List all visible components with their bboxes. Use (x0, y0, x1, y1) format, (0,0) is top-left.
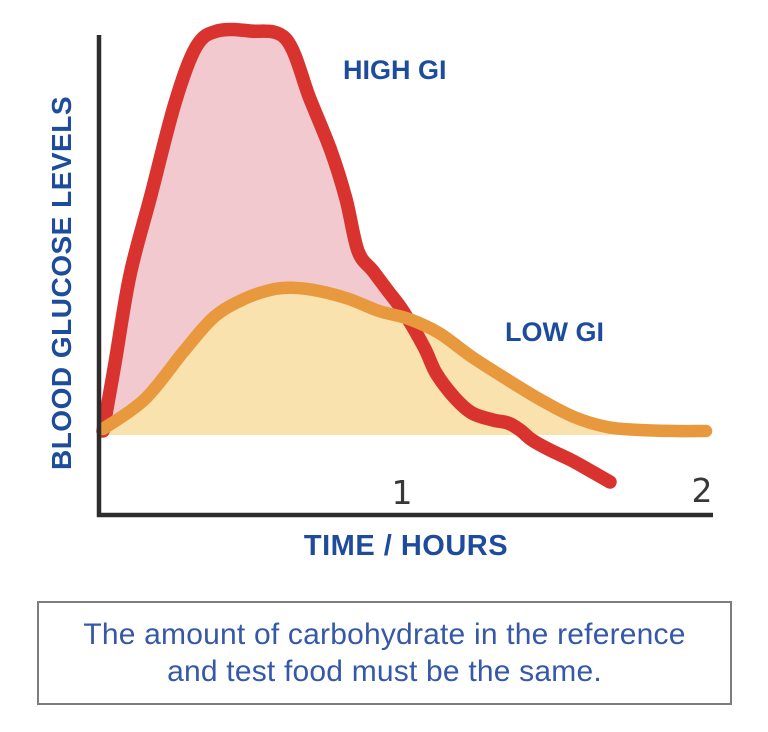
high-gi-curve (96, 22, 617, 489)
low-gi-curve (96, 281, 713, 438)
x-tick-1: 1 (391, 473, 413, 512)
y-axis-label: BLOOD GLUCOSE LEVELS (46, 95, 77, 471)
caption-line-2: and test food must be the same. (167, 655, 602, 688)
x-tick-2: 2 (691, 471, 713, 510)
gi-chart-svg (96, 22, 713, 518)
caption-box: The amount of carbohydrate in the refere… (37, 601, 732, 705)
low-gi-label: LOW GI (505, 317, 604, 347)
caption-line-1: The amount of carbohydrate in the refere… (83, 618, 686, 651)
high-gi-label: HIGH GI (343, 55, 447, 85)
x-axis-label: TIME / HOURS (303, 530, 509, 562)
low-gi-area (103, 287, 706, 435)
